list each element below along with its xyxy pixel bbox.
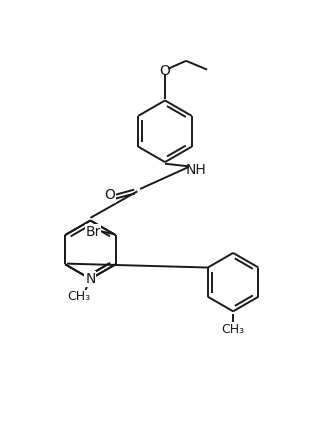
Text: Br: Br [85,225,101,239]
Text: O: O [160,64,170,78]
Text: O: O [104,188,115,202]
Text: N: N [85,272,96,286]
Text: CH₃: CH₃ [67,290,90,303]
Text: NH: NH [185,163,206,177]
Text: CH₃: CH₃ [221,323,245,336]
